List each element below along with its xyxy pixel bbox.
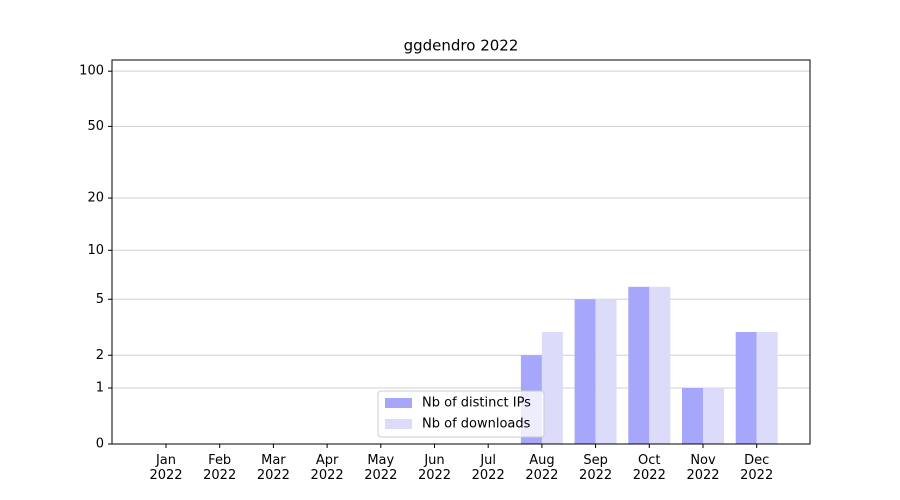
x-tick-label: Aug 2022 [525,453,559,483]
bar [682,388,703,444]
y-tick-label: 0 [96,437,104,452]
bar [735,332,757,444]
bar [649,286,671,444]
y-tick-label: 5 [96,292,104,307]
legend-label: Nb of distinct IPs [422,396,531,411]
legend-box [377,390,545,438]
legend-label: Nb of downloads [422,417,531,432]
y-tick-label: 10 [87,243,104,258]
plot-frame [111,59,811,445]
x-tick-label: Feb 2022 [203,453,237,483]
x-tick-label: Nov 2022 [686,453,720,483]
legend: Nb of distinct IPs Nb of downloads [377,390,545,438]
bar [628,286,650,444]
y-tick-label: 20 [87,191,104,206]
x-tick-label: Sep 2022 [579,453,613,483]
chart-title: ggdendro 2022 [404,37,519,55]
y-tick-label: 1 [96,381,104,396]
legend-swatch [385,419,412,429]
bar [756,332,778,444]
x-tick-label: Dec 2022 [740,453,774,483]
x-tick-label: Jan 2022 [149,453,183,483]
y-tick-label: 100 [79,64,104,79]
y-tick-label: 50 [87,119,104,134]
x-tick-label: Mar 2022 [256,453,290,483]
bar [541,332,563,444]
bar [574,299,596,444]
x-tick-label: Jun 2022 [417,453,452,483]
bar [595,299,617,444]
legend-swatch [385,398,412,408]
bar [703,388,724,444]
y-tick-label: 2 [96,348,104,363]
x-tick-label: Apr 2022 [310,453,344,483]
x-tick-label: Jul 2022 [471,453,505,483]
x-tick-label: Oct 2022 [632,453,666,483]
x-tick-label: May 2022 [364,453,398,483]
